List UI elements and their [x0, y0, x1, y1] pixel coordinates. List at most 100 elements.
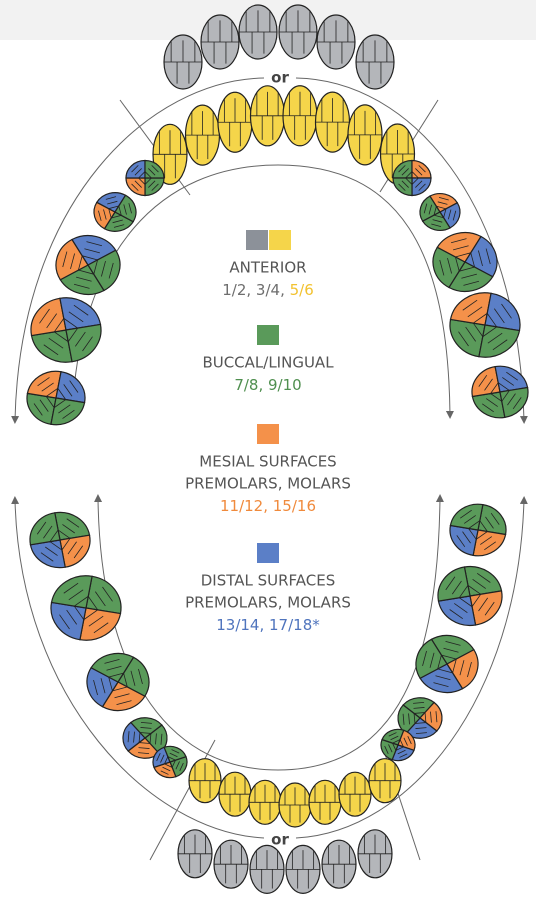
hatch [100, 678, 106, 694]
hatch [82, 255, 98, 261]
tooth-surface [55, 238, 89, 281]
hatch [471, 593, 482, 608]
hatch [139, 742, 151, 744]
hatch [105, 196, 117, 200]
hatch [73, 304, 89, 316]
hatch [67, 541, 77, 555]
posterior-tooth [152, 745, 188, 779]
anterior-tooth [238, 4, 278, 60]
hatch [452, 210, 457, 221]
hatch [478, 374, 488, 387]
hatch [399, 739, 405, 748]
hatch [486, 312, 498, 328]
hatch [151, 183, 159, 191]
hatch [490, 512, 500, 525]
hatch [63, 384, 73, 397]
hatch [68, 311, 84, 323]
anterior-tooth [177, 829, 213, 879]
teeth [26, 4, 529, 894]
hatch [398, 165, 406, 173]
hatch [413, 701, 425, 704]
hatch [57, 388, 67, 401]
posterior-tooth [55, 234, 121, 296]
hatch [76, 276, 92, 282]
hatch [422, 650, 427, 667]
tooth-surface [411, 159, 432, 179]
hatch [48, 337, 64, 349]
hatch [140, 721, 152, 724]
anterior-tooth [285, 844, 321, 894]
hatch [100, 260, 106, 277]
hatch [160, 770, 169, 775]
hatch [73, 596, 89, 607]
hatch [429, 652, 435, 668]
swatch [257, 424, 279, 444]
hatch [171, 749, 180, 754]
tooth-surface [478, 324, 521, 358]
hatch [138, 747, 150, 749]
hatch [112, 219, 123, 224]
hatch [167, 756, 176, 761]
hatch [454, 603, 468, 613]
hatch [144, 171, 153, 179]
hatch [435, 675, 451, 681]
tooth-surface [30, 297, 67, 337]
tooth-surface [464, 235, 498, 278]
hatch [490, 392, 502, 402]
tooth-surface [437, 595, 477, 627]
hatch [487, 332, 503, 344]
legend-label: PREMOLARS, MOLARS [185, 594, 351, 612]
tooth-surface [90, 652, 135, 683]
hatch [459, 660, 465, 676]
tooth-surface [50, 601, 87, 641]
tooth-surface [54, 511, 91, 541]
posterior-tooth [397, 697, 443, 739]
tooth-surface [411, 177, 432, 197]
tooth-surface [114, 194, 137, 223]
hatch [395, 746, 404, 751]
posterior-tooth [86, 652, 150, 712]
hatch [107, 200, 118, 205]
legend-label: MESIAL SURFACES [199, 453, 336, 471]
hatch [58, 404, 71, 414]
hatch [476, 530, 488, 540]
tooth-surface [30, 329, 73, 363]
legend-codes: 1/2, 3/4, 5/6 [222, 281, 314, 299]
hatch [392, 739, 401, 744]
hatch [49, 541, 63, 551]
hatch [428, 204, 433, 215]
hatch [414, 712, 426, 714]
hatch [401, 168, 409, 176]
hatch [151, 165, 159, 173]
hatch [131, 165, 139, 173]
hatch [399, 753, 408, 758]
hatch [462, 299, 478, 311]
hatch [78, 269, 94, 275]
tooth-surface [144, 159, 165, 179]
posterior-tooth [471, 365, 529, 419]
tooth-surface [484, 292, 521, 332]
tooth-surface [472, 529, 507, 557]
hatch [179, 762, 184, 771]
posterior-tooth [93, 192, 137, 232]
tooth-surface [449, 503, 484, 531]
hatch [106, 665, 122, 671]
hatch [113, 224, 125, 228]
posterior-tooth [415, 634, 479, 694]
hatch [403, 737, 408, 746]
tooth-surface [449, 292, 492, 326]
anterior-tooth [218, 771, 252, 817]
tooth-surface [95, 192, 127, 213]
anterior-tooth [248, 779, 282, 825]
hatch [437, 654, 442, 670]
hatch [413, 712, 416, 724]
hatch [102, 586, 113, 602]
tooth-surface [163, 745, 187, 763]
hatch [438, 196, 449, 201]
tooth-surface [432, 246, 466, 289]
tooth-surface [117, 656, 150, 698]
tooth-surface [101, 681, 146, 712]
hatch [138, 752, 150, 755]
hatch [465, 326, 477, 342]
hatch [94, 591, 106, 607]
